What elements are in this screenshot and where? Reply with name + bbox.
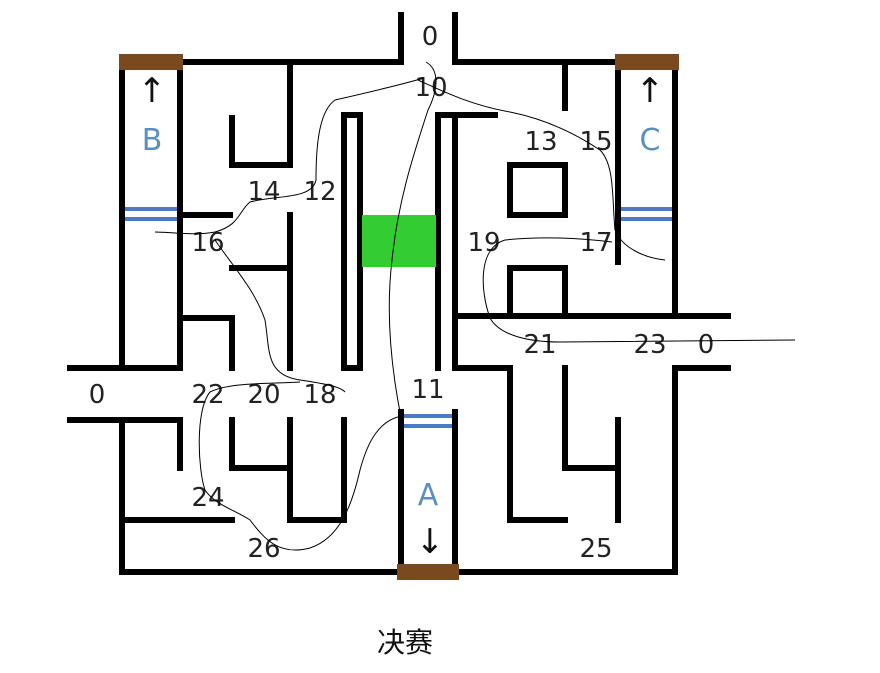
label-left-0: 0 [89,380,106,410]
gate-c-letter: C [640,123,661,158]
door-b [119,54,183,70]
gate-a-letter: A [418,478,439,513]
label-21: 21 [523,330,556,360]
gate-b-letter: B [142,123,163,158]
gate-c-arrow: ↑ [636,71,665,111]
route-right-upper [417,79,666,261]
label-12: 12 [303,177,336,207]
maze-walls [67,12,731,575]
label-top-0: 0 [422,22,439,52]
route-center [388,61,437,421]
label-15: 15 [579,127,612,157]
label-26: 26 [247,534,280,564]
label-19: 19 [467,228,500,258]
doors [119,54,679,580]
route-left-lower [198,381,403,551]
node-labels: 0 10 13 15 14 12 16 19 17 21 23 0 0 22 2… [89,22,715,564]
label-25: 25 [579,534,612,564]
label-14: 14 [247,177,280,207]
label-20: 20 [247,380,280,410]
label-right-0: 0 [698,330,715,360]
label-23: 23 [633,330,666,360]
door-c [615,54,679,70]
route-left-middle [214,239,346,393]
route-right-lower [482,237,796,343]
route-left-upper [154,77,425,235]
door-a [397,564,459,580]
green-zone [362,215,436,267]
route-lines [154,61,796,551]
label-10: 10 [414,73,447,103]
gate-b-arrow: ↑ [138,71,167,111]
label-11: 11 [411,375,444,405]
label-13: 13 [524,127,557,157]
diagram-caption: 决赛 [377,626,433,659]
label-18: 18 [303,380,336,410]
label-16: 16 [191,228,224,258]
label-17: 17 [579,228,612,258]
gate-a-arrow: ↓ [416,522,445,562]
gate-stripes [125,207,672,428]
label-24: 24 [191,483,224,513]
